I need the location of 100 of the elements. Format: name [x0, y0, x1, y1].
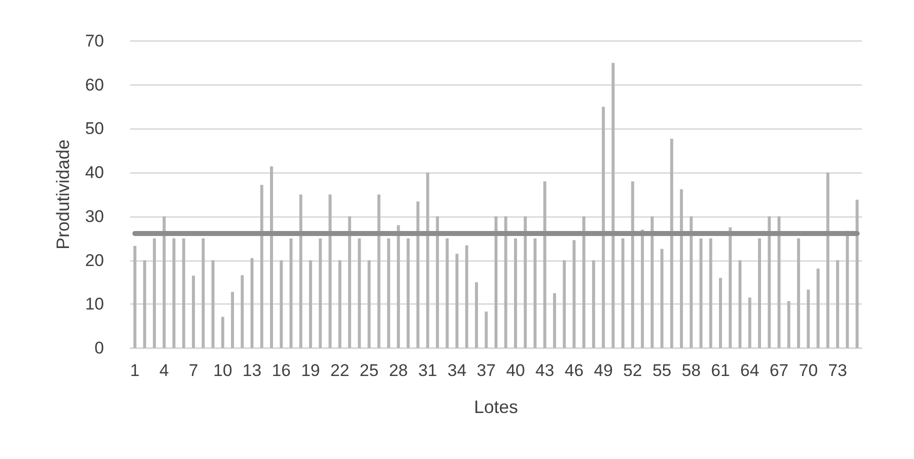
bar	[211, 260, 214, 348]
bar	[826, 172, 830, 348]
bar	[768, 216, 771, 348]
bar	[406, 238, 410, 348]
bar	[182, 238, 186, 348]
x-tick-label: 43	[535, 361, 554, 380]
bar	[748, 298, 752, 348]
x-tick-label: 10	[213, 361, 232, 380]
bar	[562, 260, 566, 348]
bar	[836, 260, 840, 348]
x-tick-label: 46	[564, 361, 584, 380]
bar	[758, 238, 762, 348]
x-tick-label: 70	[798, 361, 818, 380]
x-tick-label: 61	[711, 361, 730, 380]
bar	[465, 245, 468, 348]
bar	[670, 138, 674, 348]
bar	[709, 238, 712, 348]
bar	[455, 254, 458, 348]
bar	[816, 268, 820, 348]
bar	[738, 260, 742, 348]
bar	[856, 200, 859, 348]
bar	[416, 202, 420, 348]
x-tick-label: 25	[360, 361, 379, 380]
x-tick-label: 13	[242, 361, 262, 380]
bar	[260, 184, 264, 348]
bar	[436, 216, 439, 348]
bar	[348, 216, 352, 348]
x-tick-label: 19	[301, 361, 320, 380]
bar	[680, 189, 683, 348]
bar	[582, 216, 586, 348]
bar	[543, 181, 546, 348]
bar	[631, 181, 634, 348]
x-tick-label: 40	[506, 361, 525, 380]
bar	[192, 276, 195, 348]
x-tick-label: 28	[388, 361, 408, 380]
y-tick-label: 20	[85, 250, 104, 270]
x-tick-label: 64	[740, 361, 760, 380]
bar	[572, 240, 576, 348]
bar	[309, 260, 312, 348]
y-tick-label: 50	[85, 119, 104, 138]
bar	[474, 282, 478, 348]
bar	[202, 238, 205, 348]
bar	[230, 292, 234, 348]
bar	[446, 238, 449, 348]
x-tick-label: 52	[623, 361, 642, 380]
bar	[621, 238, 624, 348]
bar	[553, 293, 556, 348]
bar	[426, 172, 430, 348]
bar	[602, 106, 605, 348]
x-tick-label: 49	[594, 361, 613, 380]
x-tick-label: 31	[418, 361, 438, 380]
bar	[514, 238, 518, 348]
bar	[143, 260, 146, 348]
x-axis-title: Lotes	[474, 397, 518, 417]
bar	[133, 246, 136, 348]
y-tick-label: 10	[85, 294, 104, 314]
bar	[787, 301, 790, 348]
x-tick-label: 58	[682, 361, 701, 380]
bar	[504, 216, 508, 348]
x-tick-label: 22	[330, 361, 350, 380]
bar	[524, 216, 527, 348]
bar	[280, 260, 283, 348]
y-tick-label: 30	[85, 206, 104, 226]
x-tick-label: 7	[188, 361, 198, 380]
bar	[290, 238, 293, 348]
bar	[221, 316, 224, 348]
bar	[612, 62, 615, 348]
x-tick-label: 1	[130, 361, 140, 380]
y-tick-label: 40	[85, 163, 104, 182]
bar	[699, 238, 702, 348]
y-tick-label: 60	[85, 75, 104, 94]
x-tick-label: 4	[159, 361, 169, 380]
bar	[484, 312, 488, 348]
y-axis-title: Produtividade	[53, 139, 73, 250]
bar	[250, 258, 254, 348]
x-tick-label: 67	[770, 361, 788, 380]
bar	[396, 225, 400, 348]
bar	[318, 238, 322, 348]
bar	[660, 248, 664, 348]
y-tick-label: 70	[85, 32, 104, 50]
bar	[240, 275, 244, 348]
bar	[387, 238, 390, 348]
bar	[806, 290, 810, 348]
bar	[358, 238, 361, 348]
bar	[592, 260, 596, 348]
x-tick-label: 73	[828, 361, 848, 380]
bar	[718, 278, 722, 348]
y-tick-label: 0	[94, 338, 104, 358]
x-tick-label: 55	[652, 361, 672, 380]
bar	[368, 260, 371, 348]
bar	[690, 216, 693, 348]
x-tick-label: 37	[476, 361, 496, 380]
bar	[650, 216, 654, 348]
bar	[797, 238, 800, 348]
bar	[728, 227, 732, 348]
x-tick-label: 16	[272, 361, 291, 380]
bar	[534, 238, 537, 348]
bar	[640, 230, 644, 348]
bar	[338, 260, 342, 348]
bar	[299, 194, 302, 348]
